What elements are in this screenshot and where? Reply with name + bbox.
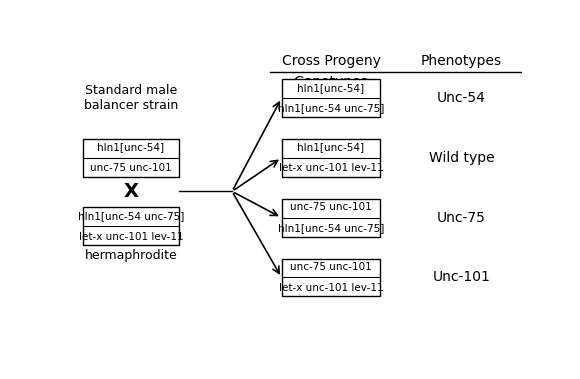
Text: unc-75 unc-101: unc-75 unc-101 <box>90 163 172 173</box>
Text: hIn1[unc-54]: hIn1[unc-54] <box>97 143 165 153</box>
Text: let-x unc-101 lev-11: let-x unc-101 lev-11 <box>278 163 383 173</box>
Bar <box>281 139 380 177</box>
Bar <box>82 139 179 177</box>
Text: let-x unc-101 lev-11: let-x unc-101 lev-11 <box>79 232 183 242</box>
Bar <box>281 79 380 117</box>
Text: hIn1[unc-54]: hIn1[unc-54] <box>298 143 364 153</box>
Text: Unc-54: Unc-54 <box>437 91 486 105</box>
Text: let-x unc-101 lev-11: let-x unc-101 lev-11 <box>278 283 383 293</box>
Bar <box>82 207 179 245</box>
Bar <box>281 199 380 236</box>
Text: Cross Progeny: Cross Progeny <box>281 54 380 68</box>
Text: unc-75 unc-101: unc-75 unc-101 <box>290 202 372 212</box>
Text: Wild type: Wild type <box>429 151 494 165</box>
Text: Balanced lethal
hermaphrodite: Balanced lethal hermaphrodite <box>82 234 180 262</box>
Text: X: X <box>124 182 139 201</box>
Text: Unc-101: Unc-101 <box>432 271 490 285</box>
Text: hIn1[unc-54 unc-75]: hIn1[unc-54 unc-75] <box>278 223 384 233</box>
Text: Unc-75: Unc-75 <box>437 211 486 225</box>
Text: hIn1[unc-54]: hIn1[unc-54] <box>298 83 364 93</box>
Text: hIn1[unc-54 unc-75]: hIn1[unc-54 unc-75] <box>78 211 184 221</box>
Text: Phenotypes: Phenotypes <box>420 54 502 68</box>
Text: unc-75 unc-101: unc-75 unc-101 <box>290 262 372 272</box>
Bar <box>281 258 380 296</box>
Text: hIn1[unc-54 unc-75]: hIn1[unc-54 unc-75] <box>278 103 384 113</box>
Text: Genotypes: Genotypes <box>293 75 368 89</box>
Text: Standard male
balancer strain: Standard male balancer strain <box>84 84 178 112</box>
